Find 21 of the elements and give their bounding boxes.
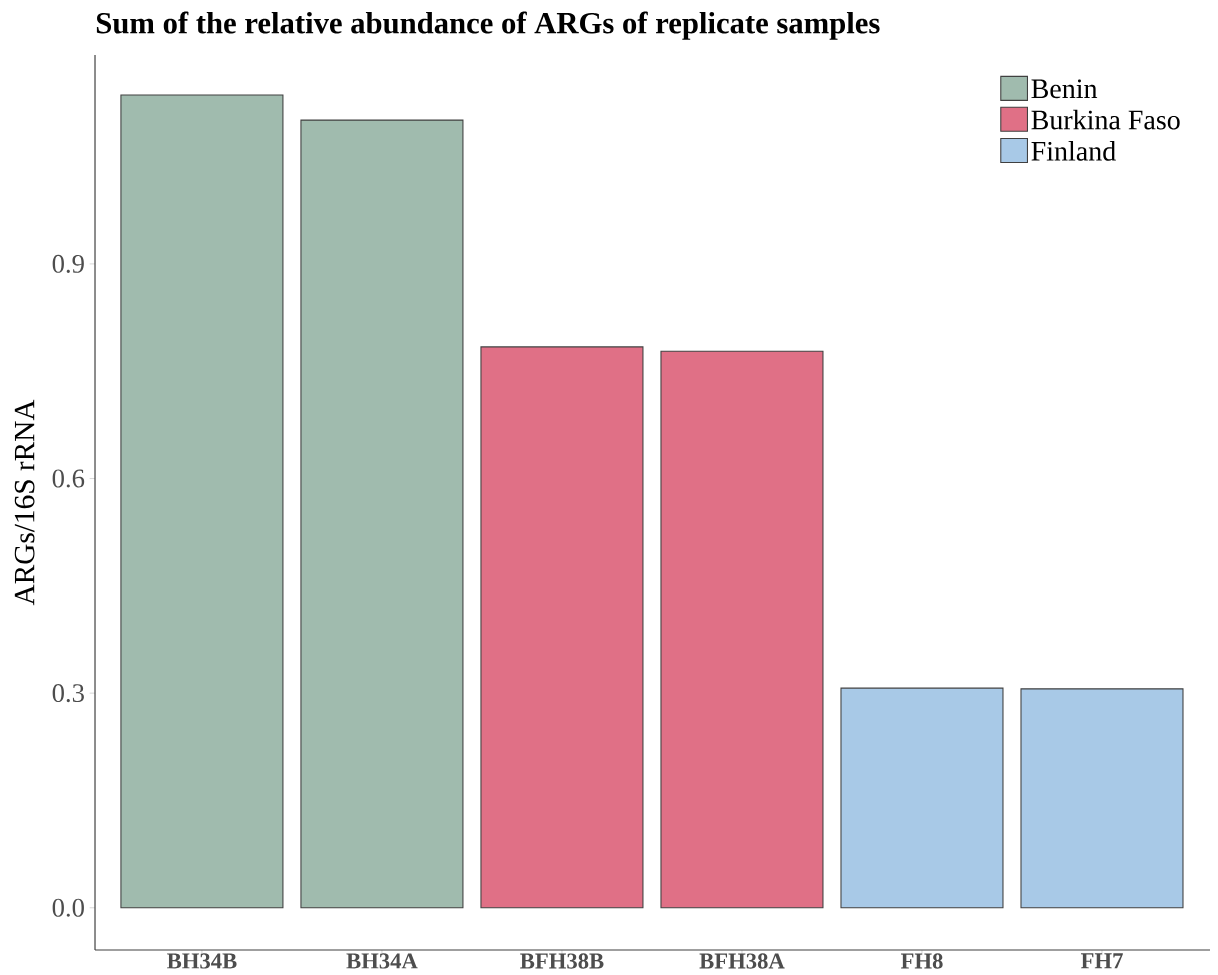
x-tick-label: BFH38B <box>520 953 604 969</box>
y-tick-label: 0.3 <box>52 684 84 703</box>
x-tick-label: FH8 <box>900 953 943 969</box>
bar <box>660 350 824 909</box>
y-tick-label: 0.9 <box>52 254 84 273</box>
y-tick-label: 0.0 <box>52 898 84 917</box>
y-axis-title: ARGs/16S rRNA <box>14 399 35 606</box>
legend-label: Benin <box>1031 79 1098 99</box>
chart-title: Sum of the relative abundance of ARGs of replicate samples <box>96 11 880 40</box>
bar <box>300 119 464 909</box>
bar <box>120 94 284 909</box>
legend-label: Finland <box>1031 141 1116 161</box>
legend-label: Burkina Faso <box>1031 109 1180 130</box>
bar <box>1020 688 1184 909</box>
x-tick-label: FH7 <box>1080 953 1123 969</box>
bar <box>480 346 644 909</box>
x-tick-label: BH34A <box>346 953 418 969</box>
x-tick-label: BFH38A <box>699 953 785 969</box>
bar <box>840 687 1004 909</box>
y-tick-label: 0.6 <box>52 469 85 488</box>
x-tick-label: BH34B <box>167 953 237 969</box>
